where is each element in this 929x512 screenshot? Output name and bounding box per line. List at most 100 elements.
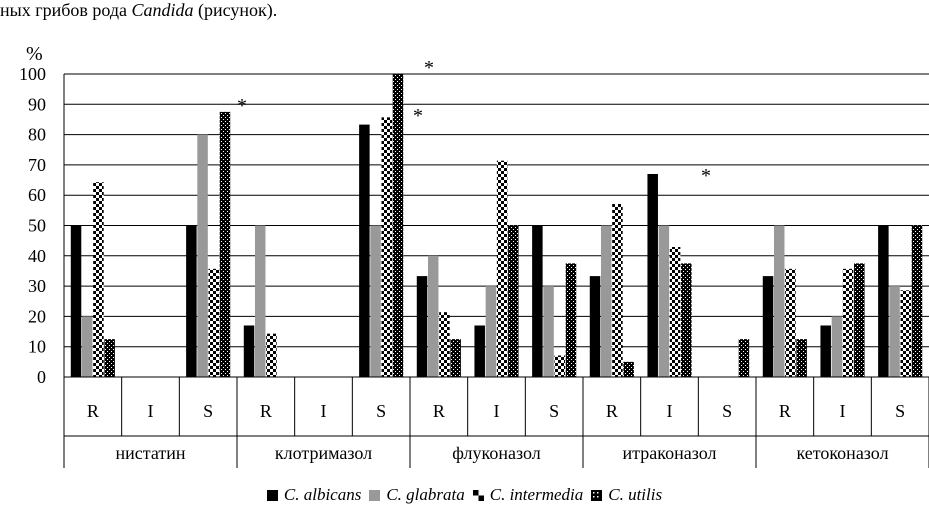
legend-swatch bbox=[266, 489, 278, 501]
legend-item: C. intermedia bbox=[472, 485, 584, 505]
bar bbox=[854, 263, 865, 377]
category-label: S bbox=[722, 401, 732, 421]
group-label: клотримазол bbox=[275, 443, 372, 463]
bar bbox=[820, 325, 831, 377]
category-label: I bbox=[667, 401, 673, 421]
bar bbox=[785, 268, 796, 377]
legend-label: C. utilis bbox=[608, 485, 663, 504]
category-label: I bbox=[321, 401, 327, 421]
category-label: R bbox=[606, 401, 618, 421]
bar bbox=[647, 173, 658, 377]
bars bbox=[70, 74, 923, 377]
category-label: S bbox=[203, 401, 213, 421]
caption-genus: Candida bbox=[131, 0, 194, 20]
y-tick-label: 80 bbox=[28, 125, 46, 145]
y-tick-label: 60 bbox=[28, 185, 46, 205]
legend-label: C. intermedia bbox=[489, 485, 584, 504]
legend-swatch bbox=[369, 489, 381, 501]
category-label: I bbox=[840, 401, 846, 421]
bar bbox=[738, 339, 750, 377]
legend-label: C. glabrata bbox=[386, 485, 465, 504]
y-tick-label: 90 bbox=[28, 94, 46, 114]
bar bbox=[427, 255, 439, 377]
category-label: S bbox=[376, 401, 386, 421]
legend-label: C. albicans bbox=[283, 485, 362, 504]
legend-item: C. glabrata bbox=[369, 485, 465, 505]
legend-swatch bbox=[591, 489, 603, 501]
annotations: * * * * bbox=[237, 57, 711, 187]
bar bbox=[532, 225, 543, 377]
y-tick-label: 40 bbox=[28, 246, 46, 266]
bar bbox=[658, 225, 670, 377]
significance-asterisk: * bbox=[701, 165, 711, 187]
group-label: кетоконазол bbox=[796, 443, 888, 463]
bar bbox=[370, 225, 381, 377]
legend-item: C. albicans bbox=[266, 485, 362, 505]
bar bbox=[208, 268, 220, 377]
bar bbox=[600, 225, 612, 377]
category-label: R bbox=[260, 401, 272, 421]
legend: C. albicans C. glabrata C. intermedia C. ut… bbox=[0, 485, 929, 506]
category-label: I bbox=[148, 401, 154, 421]
group-label: нистатин bbox=[116, 443, 186, 463]
bar bbox=[900, 290, 912, 377]
category-label: I bbox=[494, 401, 500, 421]
bar bbox=[485, 286, 497, 377]
bar bbox=[104, 339, 115, 377]
bar bbox=[623, 361, 634, 377]
bar bbox=[219, 111, 231, 377]
bar bbox=[554, 355, 566, 377]
bar bbox=[878, 225, 889, 377]
bar bbox=[439, 312, 450, 377]
bar bbox=[93, 182, 104, 377]
category-label: S bbox=[895, 401, 905, 421]
significance-asterisk: * bbox=[413, 105, 423, 127]
bar bbox=[612, 203, 623, 377]
bar bbox=[197, 134, 208, 377]
y-tick-label: 100 bbox=[19, 64, 46, 84]
bar bbox=[381, 117, 393, 377]
significance-asterisk: * bbox=[237, 95, 247, 117]
bar bbox=[359, 124, 370, 377]
y-axis-label: % bbox=[26, 43, 43, 65]
bar bbox=[186, 225, 197, 377]
y-tick-label: 50 bbox=[28, 216, 46, 236]
y-tick-label: 30 bbox=[28, 276, 46, 296]
caption-post: (рисунок). bbox=[193, 0, 278, 20]
bar bbox=[266, 333, 277, 377]
bar bbox=[773, 225, 785, 377]
bar bbox=[254, 225, 266, 377]
bar bbox=[911, 225, 923, 377]
bar bbox=[842, 268, 854, 377]
bar bbox=[681, 263, 692, 377]
bar bbox=[889, 286, 900, 377]
bar bbox=[474, 325, 485, 377]
bar bbox=[81, 316, 93, 377]
legend-item: C. utilis bbox=[591, 485, 662, 505]
bar bbox=[450, 339, 461, 377]
y-tick-label: 70 bbox=[28, 155, 46, 175]
bar bbox=[762, 276, 774, 377]
bar bbox=[416, 276, 428, 377]
y-tick-label: 10 bbox=[28, 337, 46, 357]
category-label: S bbox=[549, 401, 559, 421]
bar bbox=[565, 263, 577, 377]
bar bbox=[669, 247, 681, 377]
category-label: R bbox=[433, 401, 445, 421]
group-label: итраконазол bbox=[623, 443, 717, 463]
bar bbox=[796, 339, 807, 377]
significance-asterisk: * bbox=[424, 57, 434, 79]
caption-pre: ных грибов рода bbox=[0, 0, 132, 20]
bar bbox=[589, 276, 601, 377]
y-tick-label: 20 bbox=[28, 306, 46, 326]
bar bbox=[243, 325, 255, 377]
bar bbox=[831, 316, 843, 377]
bar bbox=[496, 160, 508, 377]
category-label: R bbox=[779, 401, 791, 421]
bar bbox=[508, 225, 519, 377]
bar bbox=[543, 286, 554, 377]
group-label: флуконазол bbox=[452, 443, 540, 463]
y-tick-label: 0 bbox=[37, 367, 46, 387]
category-label: R bbox=[87, 401, 99, 421]
